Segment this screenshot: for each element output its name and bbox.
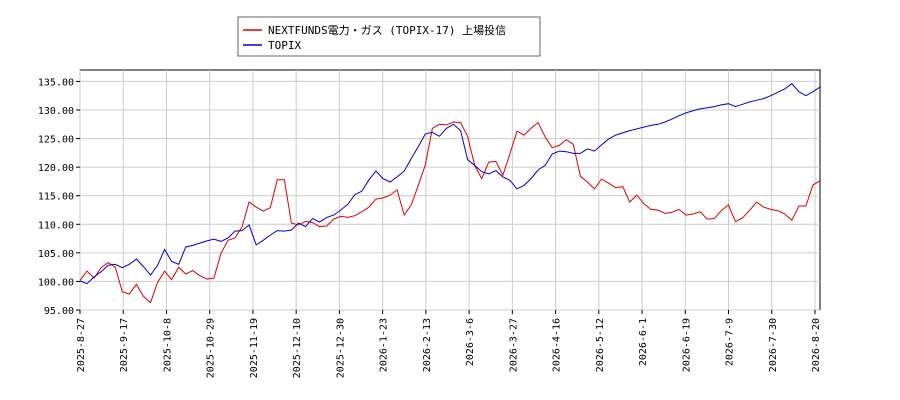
x-tick-label: 2026-6-19 xyxy=(681,318,692,372)
plot-area xyxy=(79,69,821,311)
series-lines xyxy=(79,83,821,304)
y-tick-label: 105.00 xyxy=(38,249,74,260)
legend-label-0: NEXTFUNDS電力・ガス (TOPIX-17) 上場投信 xyxy=(268,23,506,37)
y-tick-label: 135.00 xyxy=(38,77,74,88)
y-tick-label: 130.00 xyxy=(38,106,74,117)
y-tick-label: 125.00 xyxy=(38,135,74,146)
legend: NEXTFUNDS電力・ガス (TOPIX-17) 上場投信 TOPIX xyxy=(237,16,541,57)
x-tick-label: 2025-12-10 xyxy=(292,318,303,378)
x-tick-label: 2025-11-19 xyxy=(249,318,260,378)
x-tick-label: 2026-8-20 xyxy=(811,318,822,372)
x-tick-label: 2026-4-16 xyxy=(552,318,563,372)
legend-box xyxy=(237,16,541,57)
x-tick-label: 2026-3-6 xyxy=(465,318,476,366)
x-tick-label: 2026-7-30 xyxy=(768,318,779,372)
series-line-0 xyxy=(79,121,821,304)
x-tick-label: 2026-7-9 xyxy=(725,318,736,366)
y-tick-label: 95.00 xyxy=(44,306,74,317)
x-tick-label: 2025-9-17 xyxy=(119,318,130,372)
y-tick-label: 120.00 xyxy=(38,163,74,174)
x-tick-label: 2026-1-23 xyxy=(379,318,390,372)
series-line-1 xyxy=(79,83,821,285)
x-tick-label: 2026-2-13 xyxy=(422,318,433,372)
x-tick-label: 2026-6-1 xyxy=(638,318,649,366)
x-axis-ticks: 2025-8-27 2025-9-17 2025-10-8 2025-10-29 202… xyxy=(76,310,822,378)
x-tick-label: 2025-8-27 xyxy=(76,318,87,372)
y-axis-ticks: 95.00 100.00 105.00 110.00 115.00 120.00 125.0… xyxy=(38,77,80,317)
x-tick-label: 2025-12-30 xyxy=(335,318,346,378)
x-tick-label: 2025-10-29 xyxy=(206,318,217,378)
y-tick-label: 115.00 xyxy=(38,192,74,203)
x-tick-label: 2026-5-12 xyxy=(595,318,606,372)
legend-label-1: TOPIX xyxy=(268,39,301,52)
grid xyxy=(79,70,820,311)
y-tick-label: 100.00 xyxy=(38,277,74,288)
x-tick-label: 2026-3-27 xyxy=(508,318,519,372)
y-tick-label: 110.00 xyxy=(38,220,74,231)
x-tick-label: 2025-10-8 xyxy=(162,318,173,372)
